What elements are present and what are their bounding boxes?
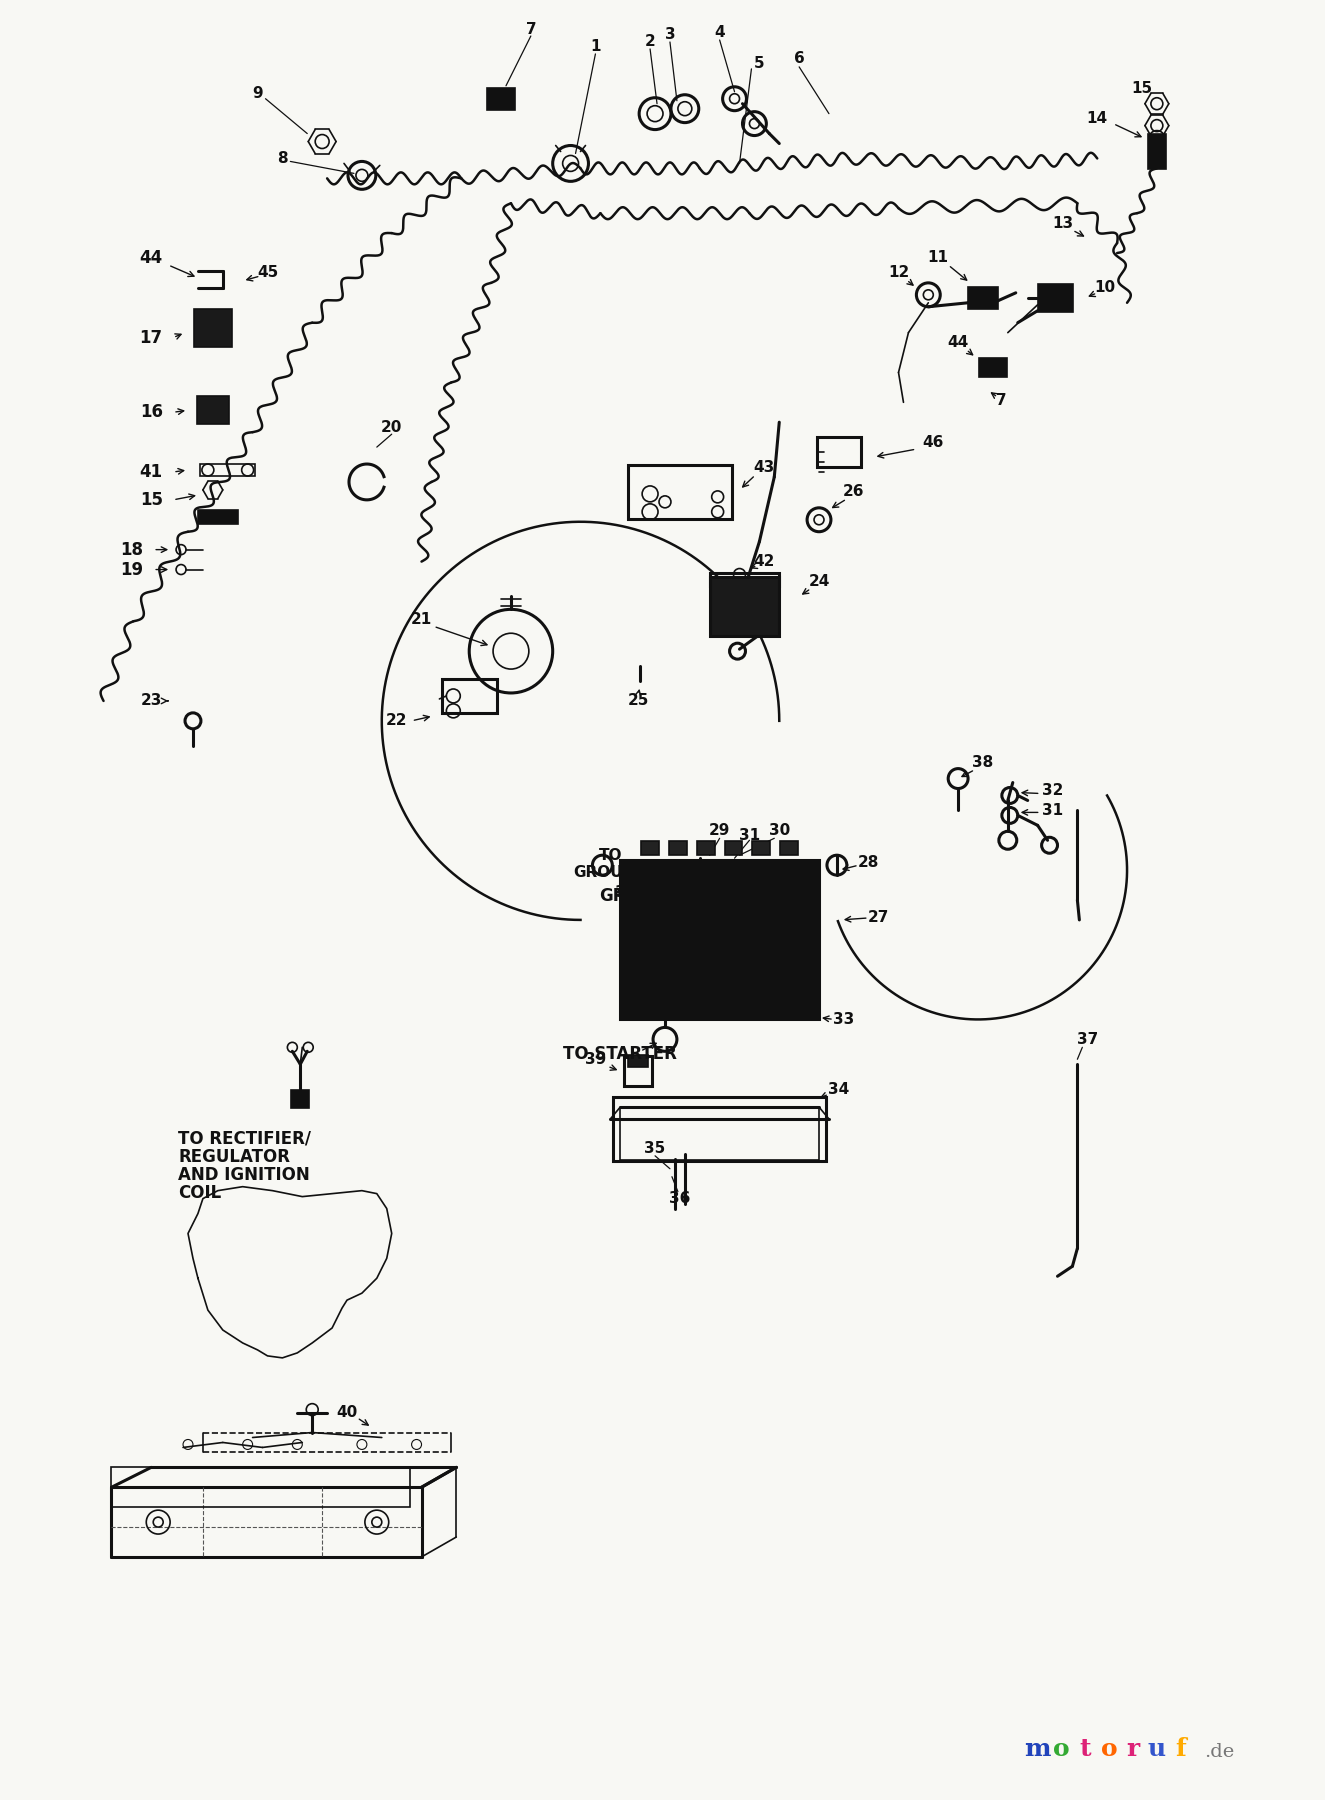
Text: 30: 30 xyxy=(768,823,790,837)
Text: 37: 37 xyxy=(1077,1031,1098,1048)
Text: .de: .de xyxy=(1204,1742,1235,1760)
Text: 24: 24 xyxy=(808,574,829,589)
Text: o: o xyxy=(1053,1737,1069,1760)
Bar xyxy=(669,841,686,855)
Bar xyxy=(969,286,998,310)
Text: m: m xyxy=(1024,1737,1051,1760)
Text: 27: 27 xyxy=(868,911,889,925)
Text: AND IGNITION: AND IGNITION xyxy=(178,1166,310,1184)
Text: 15: 15 xyxy=(139,491,163,509)
Bar xyxy=(1037,284,1073,311)
Text: 38: 38 xyxy=(973,756,994,770)
Bar xyxy=(197,509,237,524)
Text: 13: 13 xyxy=(1052,216,1073,230)
Text: REGULATOR: REGULATOR xyxy=(178,1148,290,1166)
Bar xyxy=(620,860,819,1019)
Text: 44: 44 xyxy=(139,248,163,266)
Text: 26: 26 xyxy=(843,484,864,499)
Bar xyxy=(710,576,779,635)
Bar xyxy=(780,841,798,855)
Text: 34: 34 xyxy=(828,1082,849,1096)
Text: 7: 7 xyxy=(995,392,1006,409)
Text: 11: 11 xyxy=(927,250,949,265)
Text: 8: 8 xyxy=(277,151,288,166)
Text: 22: 22 xyxy=(386,713,407,729)
Bar xyxy=(197,396,229,425)
Text: 21: 21 xyxy=(411,612,432,626)
Bar xyxy=(710,576,779,635)
Bar xyxy=(200,464,256,475)
Bar xyxy=(292,1091,309,1109)
Bar xyxy=(443,679,497,713)
Text: 17: 17 xyxy=(139,329,163,347)
Text: GROUND: GROUND xyxy=(599,887,681,905)
Bar xyxy=(193,310,232,347)
Text: 44: 44 xyxy=(947,335,969,349)
Text: TO: TO xyxy=(599,848,621,862)
Text: TO: TO xyxy=(627,869,653,887)
Text: 29: 29 xyxy=(709,823,730,837)
Text: 32: 32 xyxy=(615,884,636,900)
Bar xyxy=(628,1055,648,1067)
Bar xyxy=(753,841,770,855)
Text: GROUND: GROUND xyxy=(572,864,648,880)
Text: 3: 3 xyxy=(665,27,676,41)
Bar xyxy=(620,1109,819,1159)
Text: 16: 16 xyxy=(139,403,163,421)
Text: 7: 7 xyxy=(526,22,537,36)
Text: f: f xyxy=(1175,1737,1186,1760)
Text: TO RECTIFIER/: TO RECTIFIER/ xyxy=(178,1130,311,1148)
Text: 18: 18 xyxy=(119,540,143,558)
Text: 15: 15 xyxy=(1132,81,1153,95)
Text: 12: 12 xyxy=(888,265,909,281)
Text: 10: 10 xyxy=(1094,281,1116,295)
Text: u: u xyxy=(1147,1737,1166,1760)
Text: r: r xyxy=(1126,1737,1140,1760)
Bar xyxy=(111,1467,409,1507)
Text: 39: 39 xyxy=(584,1051,606,1067)
Text: 46: 46 xyxy=(922,434,943,450)
Text: 5: 5 xyxy=(754,56,765,72)
Bar xyxy=(710,572,779,587)
Text: 32: 32 xyxy=(1041,783,1063,797)
Text: 23: 23 xyxy=(140,693,162,709)
Text: o: o xyxy=(1101,1737,1117,1760)
Bar xyxy=(1147,133,1166,169)
Bar xyxy=(613,1096,827,1161)
Text: COIL: COIL xyxy=(178,1184,221,1202)
Text: 6: 6 xyxy=(794,52,804,67)
Text: 33: 33 xyxy=(833,1012,855,1028)
Bar xyxy=(628,464,731,518)
Bar xyxy=(697,841,714,855)
Text: TO STARTER: TO STARTER xyxy=(563,1046,677,1064)
Text: t: t xyxy=(1080,1737,1090,1760)
Bar xyxy=(725,841,742,855)
Text: 19: 19 xyxy=(119,560,143,578)
Text: 4: 4 xyxy=(714,25,725,40)
Bar xyxy=(620,860,819,1019)
Bar xyxy=(816,437,861,466)
Text: 28: 28 xyxy=(859,855,880,869)
Bar xyxy=(979,358,1007,378)
Text: 25: 25 xyxy=(628,693,649,709)
Text: 36: 36 xyxy=(669,1192,690,1206)
Text: 35: 35 xyxy=(644,1141,665,1156)
Text: 31: 31 xyxy=(739,828,761,842)
Text: 43: 43 xyxy=(754,459,775,475)
Text: 20: 20 xyxy=(382,419,403,434)
Text: 1: 1 xyxy=(590,40,600,54)
Text: 31: 31 xyxy=(1041,803,1063,817)
Bar xyxy=(624,1057,652,1085)
Text: 40: 40 xyxy=(337,1406,358,1420)
Text: 2: 2 xyxy=(645,34,656,49)
Text: 41: 41 xyxy=(139,463,163,481)
Bar xyxy=(488,88,515,110)
Text: 45: 45 xyxy=(257,265,278,281)
Text: 9: 9 xyxy=(252,86,262,101)
Bar xyxy=(641,841,659,855)
Text: 14: 14 xyxy=(1086,112,1108,126)
Text: 42: 42 xyxy=(754,554,775,569)
